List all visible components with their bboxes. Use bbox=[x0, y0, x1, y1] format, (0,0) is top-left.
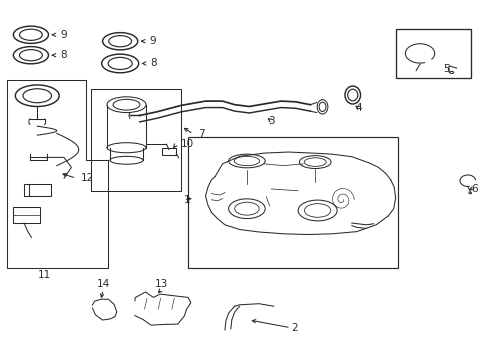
Text: 8: 8 bbox=[60, 50, 67, 60]
Text: 1: 1 bbox=[183, 195, 190, 205]
Text: 9: 9 bbox=[149, 36, 156, 46]
Text: 2: 2 bbox=[290, 323, 297, 333]
Text: 8: 8 bbox=[150, 58, 157, 68]
Text: 7: 7 bbox=[198, 129, 204, 139]
Text: 10: 10 bbox=[181, 139, 194, 149]
Bar bbox=[13, 207, 40, 223]
Bar bbox=[161, 148, 176, 155]
Text: 12: 12 bbox=[81, 173, 94, 183]
Bar bbox=[91, 89, 181, 191]
Text: 14: 14 bbox=[96, 279, 109, 289]
Text: 3: 3 bbox=[267, 116, 274, 126]
Bar bbox=[188, 137, 397, 268]
Text: 11: 11 bbox=[38, 270, 51, 280]
Bar bbox=[395, 30, 470, 78]
Text: 4: 4 bbox=[355, 103, 362, 113]
Text: 5: 5 bbox=[443, 64, 449, 74]
Bar bbox=[24, 184, 51, 196]
Text: 9: 9 bbox=[60, 30, 67, 40]
Text: 13: 13 bbox=[155, 279, 168, 289]
Text: 6: 6 bbox=[470, 184, 477, 194]
